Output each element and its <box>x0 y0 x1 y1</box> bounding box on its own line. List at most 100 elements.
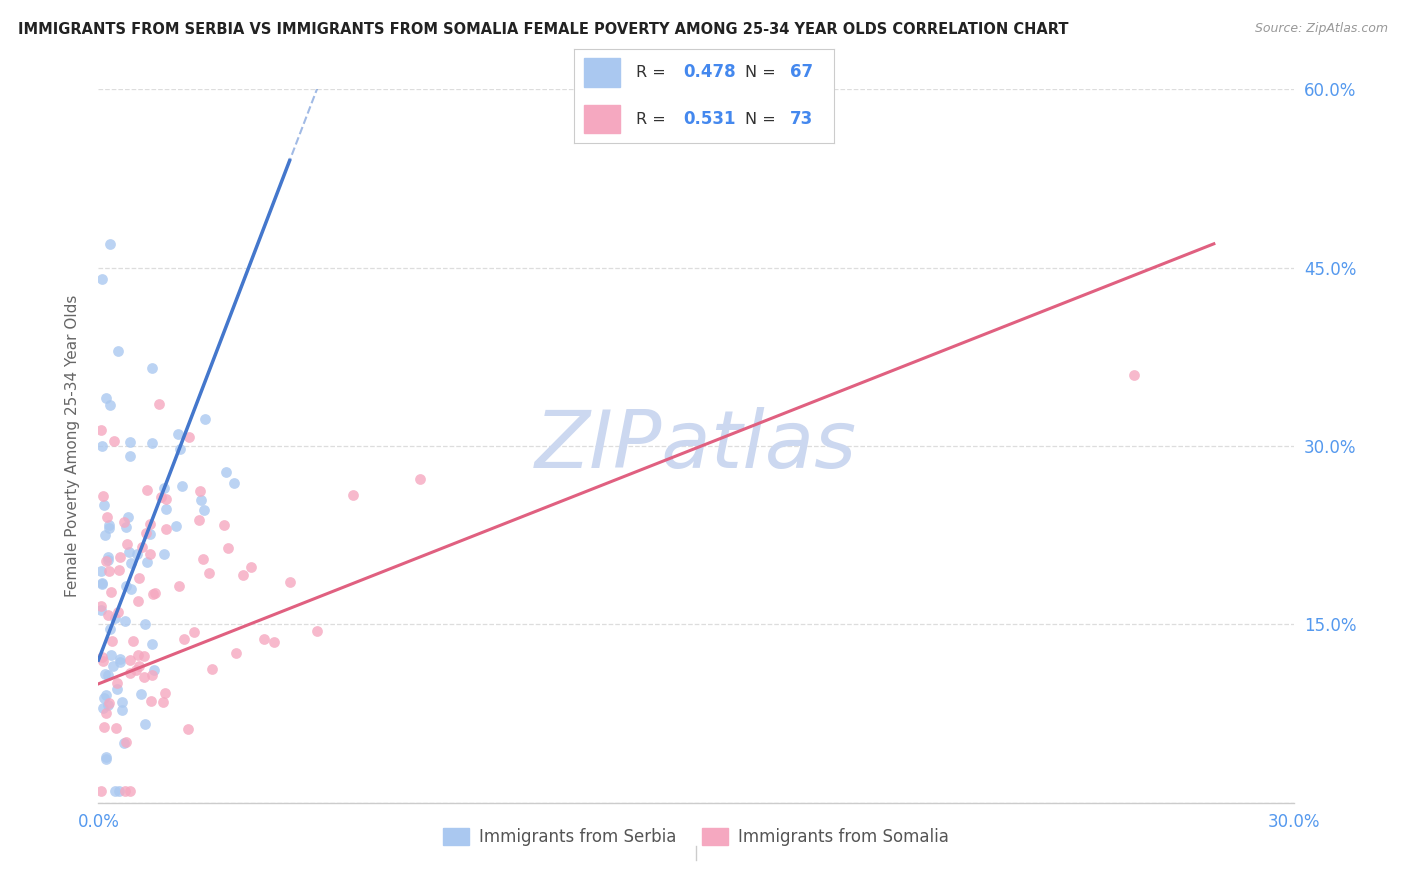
Point <box>97 696 120 710</box>
Legend: Immigrants from Serbia, Immigrants from Somalia: Immigrants from Serbia, Immigrants from … <box>436 822 956 853</box>
Point <box>232 567 254 582</box>
Point <box>98 623 121 637</box>
Point <box>183 624 205 639</box>
Bar <box>583 105 620 134</box>
Point <box>94 751 117 765</box>
Point <box>91 654 114 668</box>
Point <box>132 670 155 684</box>
Point <box>96 750 118 764</box>
Point <box>141 436 163 450</box>
Point <box>194 411 217 425</box>
Point <box>91 650 114 665</box>
Point <box>142 663 165 677</box>
Point <box>127 648 149 662</box>
Point <box>94 554 117 568</box>
Point <box>100 648 122 662</box>
Point <box>97 518 120 533</box>
Point <box>98 236 122 251</box>
Point <box>90 599 112 613</box>
Point <box>155 491 177 506</box>
Point <box>90 423 112 437</box>
Text: Source: ZipAtlas.com: Source: ZipAtlas.com <box>1254 22 1388 36</box>
Point <box>134 716 156 731</box>
Point <box>152 481 174 495</box>
Point <box>1123 368 1146 382</box>
Point <box>409 472 432 486</box>
Point <box>98 398 121 412</box>
Point <box>155 522 177 536</box>
Point <box>91 576 114 591</box>
Point <box>105 681 128 696</box>
Point <box>111 695 134 709</box>
Point <box>134 616 156 631</box>
Point <box>132 648 155 663</box>
Point <box>225 646 247 660</box>
Point <box>101 634 124 648</box>
Point <box>170 478 193 492</box>
Point <box>91 490 114 504</box>
Point <box>120 434 142 449</box>
Point <box>120 784 142 798</box>
Point <box>167 427 190 442</box>
Point <box>118 449 141 463</box>
Point <box>117 510 139 524</box>
Point <box>104 721 127 735</box>
Point <box>155 502 177 516</box>
Point <box>93 498 115 512</box>
Point <box>131 540 153 554</box>
Point <box>214 465 236 479</box>
Text: 73: 73 <box>790 111 813 128</box>
Point <box>129 688 152 702</box>
Point <box>96 509 118 524</box>
Point <box>139 526 162 541</box>
Point <box>112 736 135 750</box>
Point <box>128 659 150 673</box>
Point <box>201 662 224 676</box>
Point <box>112 515 135 529</box>
Point <box>97 668 120 682</box>
Point <box>90 784 112 798</box>
Point <box>108 655 131 669</box>
Point <box>98 520 121 534</box>
Point <box>114 614 136 628</box>
Point <box>152 547 174 561</box>
Point <box>117 545 139 559</box>
Point <box>93 690 115 705</box>
Point <box>188 513 211 527</box>
Point <box>107 343 129 358</box>
Point <box>263 634 285 648</box>
Point <box>177 430 200 444</box>
Point <box>136 483 159 497</box>
Point <box>97 608 120 623</box>
Point <box>190 493 212 508</box>
Point <box>100 585 122 599</box>
Point <box>110 703 132 717</box>
Point <box>128 571 150 585</box>
Point <box>94 528 117 542</box>
Point <box>91 272 114 286</box>
Point <box>125 663 148 677</box>
Point <box>169 442 191 456</box>
Point <box>217 541 239 555</box>
Point <box>96 392 118 406</box>
Text: N =: N = <box>745 112 782 127</box>
Point <box>148 397 170 411</box>
Point <box>114 784 136 798</box>
Text: R =: R = <box>636 112 671 127</box>
Point <box>115 520 138 534</box>
Point <box>94 688 117 702</box>
Point <box>97 564 120 578</box>
Point <box>142 587 165 601</box>
Point <box>307 624 329 639</box>
Point <box>90 577 112 591</box>
Point <box>120 582 142 596</box>
Text: ZIPatlas: ZIPatlas <box>534 407 858 485</box>
Point <box>90 603 112 617</box>
Point <box>239 560 262 574</box>
Point <box>115 735 138 749</box>
Text: 67: 67 <box>790 63 813 81</box>
Point <box>97 553 120 567</box>
Point <box>108 652 131 666</box>
Point <box>101 659 124 673</box>
Point <box>93 701 115 715</box>
